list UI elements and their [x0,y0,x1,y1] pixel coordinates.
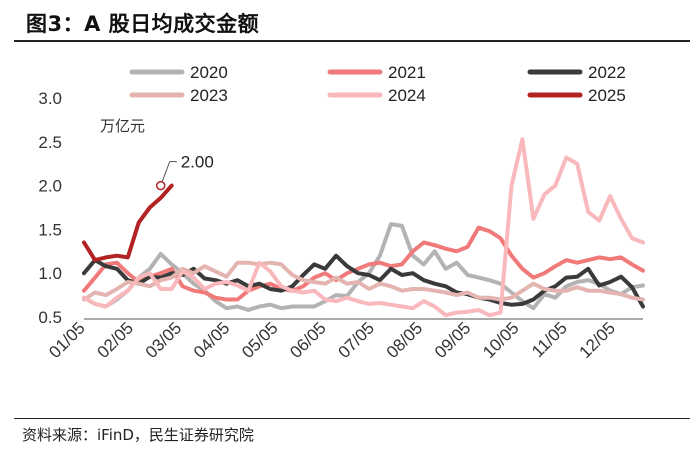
x-tick-label: 10/05 [479,318,523,362]
legend-label: 2020 [190,63,228,82]
x-tick-label: 11/05 [528,318,571,361]
legend-label: 2023 [190,86,228,105]
annotation-label: 2.00 [181,153,214,172]
series-line-2025 [82,183,174,263]
series-line-2024 [82,137,645,318]
title-rule [14,40,690,42]
y-tick-label: 0.5 [38,308,62,327]
x-tick-label: 02/05 [94,318,138,362]
series-lines: 2.00 [82,137,645,318]
x-tick-label: 06/05 [286,318,330,362]
x-tick-label: 12/05 [576,318,620,362]
y-tick-label: 1.0 [38,264,62,283]
y-tick-label: 1.5 [38,220,62,239]
legend-label: 2021 [388,63,426,82]
source-rule [14,418,690,419]
legend-label: 2022 [588,63,626,82]
y-tick-label: 3.0 [38,89,62,108]
annotation-marker [155,180,166,191]
legend-label: 2025 [588,86,626,105]
legend-label: 2024 [388,86,426,105]
y-tick-label: 2.5 [38,133,62,152]
source-note: 资料来源：iFinD，民生证券研究院 [22,426,254,444]
series-line-2020 [82,222,645,312]
chart-title: 图3：A 股日均成交金额 [26,12,260,36]
x-tick-label: 05/05 [238,318,282,362]
unit-label: 万亿元 [100,117,145,135]
series-line-2023 [82,260,645,302]
x-tick-label: 04/05 [190,318,234,362]
x-tick-label: 03/05 [142,318,186,362]
x-tick-label: 09/05 [431,318,475,362]
y-tick-label: 2.0 [38,177,62,196]
legend: 2020 2021 2022 2023 2024 2025 [129,63,626,105]
x-tick-label: 07/05 [335,318,379,362]
x-tick-label: 08/05 [383,318,427,362]
